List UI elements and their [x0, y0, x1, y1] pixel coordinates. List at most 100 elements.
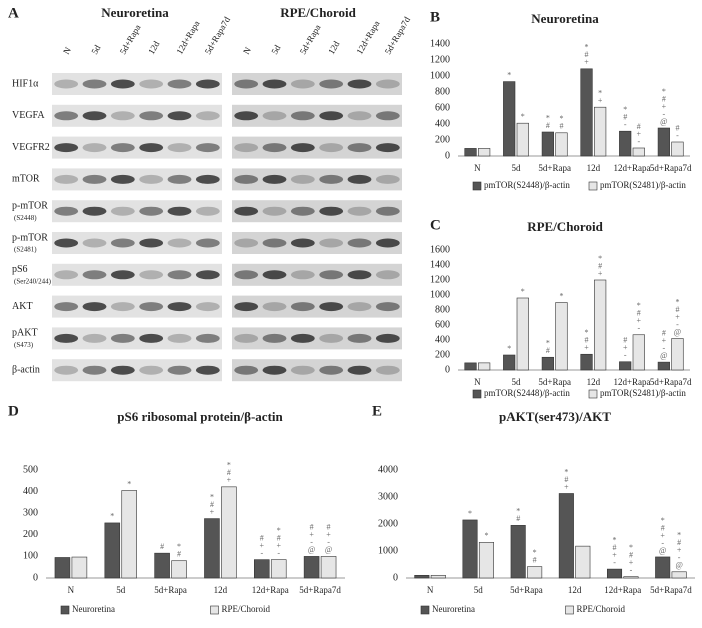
blot-band — [375, 79, 400, 89]
blot-strip — [52, 327, 222, 350]
blot-band — [262, 238, 287, 248]
y-tick-label: 200 — [435, 134, 450, 145]
significance-marker: * — [484, 531, 488, 540]
row-label: pAKT — [12, 328, 38, 339]
blot-band — [347, 270, 372, 280]
blot-band — [167, 238, 192, 248]
legend-swatch — [565, 605, 574, 615]
blot-band — [319, 143, 344, 153]
significance-marker: + — [675, 312, 680, 321]
blot-band — [139, 143, 164, 153]
blot-band — [167, 206, 192, 216]
bar — [632, 147, 645, 157]
bar — [430, 574, 446, 579]
blot-band — [347, 111, 372, 121]
lane-label: N — [61, 45, 73, 56]
x-tick-label: 12d — [568, 585, 582, 595]
panel-label: C — [430, 217, 441, 233]
y-tick-label: 400 — [435, 334, 450, 345]
significance-marker: # — [516, 514, 520, 523]
bar — [464, 362, 477, 371]
blot-band — [139, 302, 164, 312]
blot-band — [319, 206, 344, 216]
blot-band — [110, 302, 135, 312]
significance-marker: * — [227, 461, 231, 470]
blot-band — [82, 79, 107, 89]
significance-marker: + — [260, 541, 265, 550]
blot-band — [234, 302, 259, 312]
bar — [655, 556, 671, 579]
bar — [464, 148, 477, 157]
significance-marker: * — [546, 113, 550, 122]
significance-marker: @ — [675, 561, 682, 570]
blot-band — [139, 174, 164, 184]
legend-label: pmTOR(S2448)/β-actin — [484, 180, 570, 190]
bar — [606, 568, 623, 579]
x-tick-label: N — [474, 163, 481, 173]
blot-band — [347, 79, 372, 89]
significance-marker: # — [227, 468, 231, 477]
blot-band — [110, 365, 135, 375]
significance-marker: * — [110, 512, 114, 521]
bar — [527, 566, 543, 579]
significance-marker: # — [277, 533, 281, 542]
blot-band — [290, 174, 315, 184]
blot-band — [54, 270, 79, 280]
bar — [671, 141, 684, 157]
significance-marker: # — [160, 542, 164, 551]
y-tick-label: 200 — [23, 529, 38, 540]
blot-strip — [232, 327, 402, 350]
blot-strip — [232, 136, 402, 159]
blot-strip — [232, 200, 402, 223]
significance-marker: # — [564, 475, 568, 484]
x-tick-label: 12d+Rapa — [613, 163, 650, 173]
bar — [580, 353, 593, 371]
blot-band — [110, 79, 135, 89]
blot-band — [234, 333, 259, 343]
significance-marker: # — [546, 121, 550, 130]
blot-band — [54, 302, 79, 312]
blot-band — [195, 79, 220, 89]
blot-band — [167, 111, 192, 121]
panel-label: A — [8, 5, 19, 21]
row-sublabel: (Ser240/244) — [14, 277, 52, 285]
y-tick-label: 800 — [435, 86, 450, 97]
row-label: p-mTOR — [12, 200, 48, 211]
significance-marker: * — [468, 509, 472, 518]
x-tick-label: 5d+Rapa7d — [650, 377, 692, 387]
significance-marker: + — [584, 343, 589, 352]
blot-band — [82, 270, 107, 280]
x-tick-label: N — [427, 585, 434, 595]
blot-band — [290, 302, 315, 312]
significance-marker: - — [678, 553, 681, 562]
blot-strip — [52, 104, 222, 127]
bar — [580, 68, 593, 157]
significance-marker: - — [310, 538, 313, 547]
y-tick-label: 1000 — [430, 289, 450, 300]
bar — [619, 130, 632, 157]
x-tick-label: 5d — [116, 585, 126, 595]
x-tick-label: 5d+Rapa — [510, 585, 543, 595]
significance-marker: + — [584, 58, 589, 67]
blot-band — [290, 79, 315, 89]
blot-band — [234, 270, 259, 280]
blot-band — [82, 365, 107, 375]
significance-marker: # — [559, 122, 563, 131]
chart-title: pAKT(ser473)/AKT — [499, 409, 611, 424]
significance-marker: * — [559, 114, 563, 123]
panel-label: B — [430, 9, 440, 25]
blot-band — [195, 365, 220, 375]
bar — [503, 81, 516, 157]
significance-marker: * — [662, 87, 666, 96]
bar — [414, 574, 430, 579]
blot-strip — [232, 295, 402, 318]
legend-swatch — [472, 181, 482, 191]
bar — [558, 493, 574, 579]
row-label: VEGFA — [12, 110, 45, 121]
blot-band — [195, 238, 220, 248]
blot-band — [319, 302, 344, 312]
significance-marker: - — [624, 351, 627, 360]
legend-label: pmTOR(S2481)/β-actin — [600, 388, 686, 398]
blot-band — [54, 79, 79, 89]
lane-label: N — [241, 45, 253, 56]
